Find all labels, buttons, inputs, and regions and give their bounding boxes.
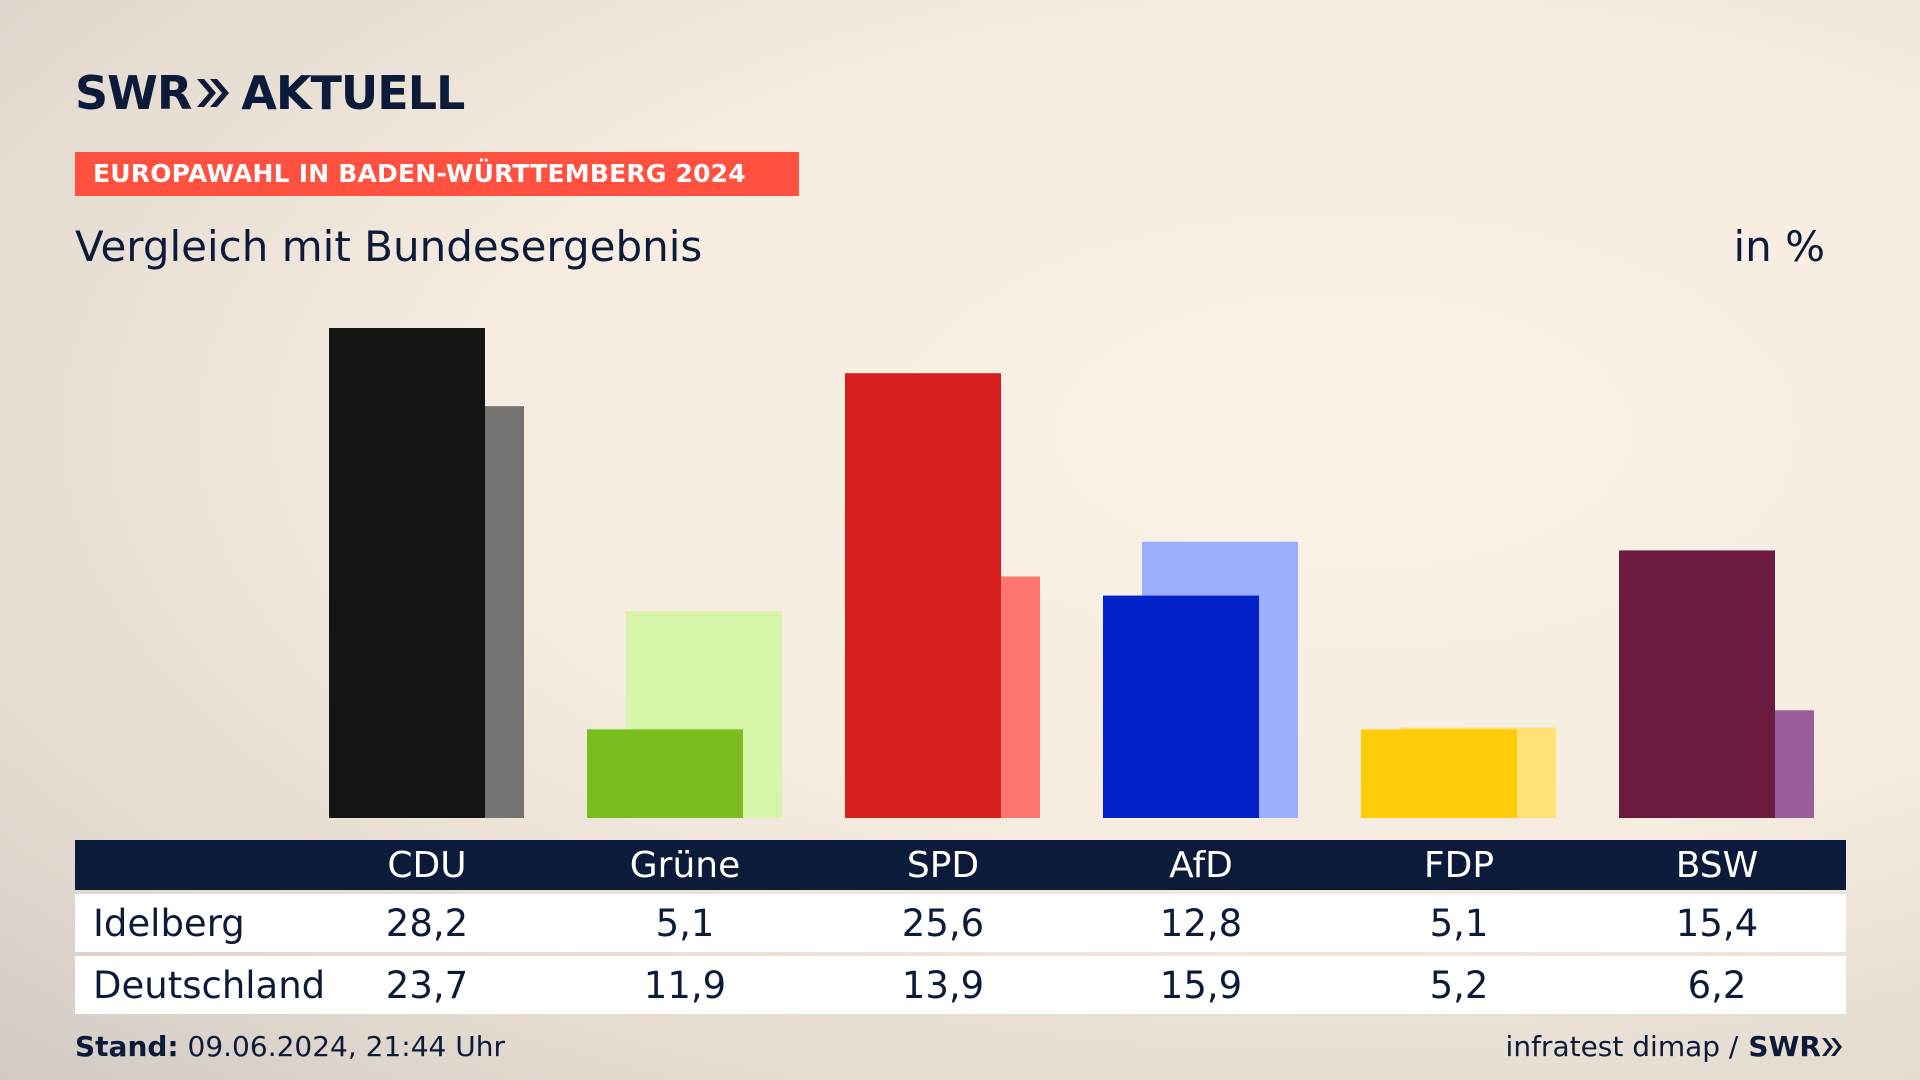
unit-label: in % (1733, 222, 1825, 271)
timestamp: Stand: 09.06.2024, 21:44 Uhr (75, 1030, 505, 1063)
table-header-row: CDU Grüne SPD AfD FDP BSW (75, 840, 1846, 890)
row-label: Deutschland (93, 963, 326, 1007)
cell-value: 11,9 (643, 963, 727, 1007)
bar-idelberg-spd (845, 373, 1001, 818)
swr-small-logo: SWR (1748, 1030, 1845, 1063)
cell-value: 15,4 (1675, 901, 1759, 945)
results-table: CDU Grüne SPD AfD FDP BSW Idelberg 28,2 … (75, 840, 1846, 1014)
cell-value: 5,2 (1429, 963, 1489, 1007)
header-cdu: CDU (387, 844, 467, 886)
source-credit: infratest dimap / SWR (1506, 1030, 1845, 1063)
header-spd: SPD (906, 844, 980, 886)
cell-value: 28,2 (385, 901, 469, 945)
header-fdp: FDP (1423, 844, 1495, 886)
bar-idelberg-cdu (329, 328, 485, 818)
double-chevron-icon (195, 77, 231, 109)
cell-value: 13,9 (901, 963, 985, 1007)
stand-label: Stand: (75, 1030, 179, 1063)
header-afd: AfD (1169, 844, 1233, 886)
logo-swr-text: SWR (75, 66, 192, 120)
double-chevron-icon (1822, 1037, 1842, 1056)
bar-idelberg-bsw (1619, 550, 1775, 818)
cell-value: 23,7 (385, 963, 469, 1007)
stand-value: 09.06.2024, 21:44 Uhr (187, 1030, 505, 1063)
cell-value: 5,1 (655, 901, 715, 945)
election-tag: EUROPAWAHL IN BADEN-WÜRTTEMBERG 2024 (75, 152, 799, 196)
bar-idelberg-fdp (1361, 729, 1517, 818)
logo-aktuell-text: AKTUELL (241, 66, 465, 120)
cell-value: 5,1 (1429, 901, 1489, 945)
swr-small-text: SWR (1748, 1030, 1821, 1063)
cell-value: 25,6 (901, 901, 985, 945)
source-text: infratest dimap / (1505, 1030, 1739, 1063)
header-bsw: BSW (1675, 844, 1759, 886)
bar-idelberg-afd (1103, 595, 1259, 818)
cell-value: 12,8 (1159, 901, 1243, 945)
row-label: Idelberg (93, 901, 245, 945)
swr-aktuell-logo: SWR AKTUELL (75, 66, 465, 120)
chart-subtitle: Vergleich mit Bundesergebnis (75, 222, 703, 271)
bar-chart (329, 328, 1814, 818)
header-gruene: Grüne (629, 844, 741, 886)
cell-value: 6,2 (1687, 963, 1747, 1007)
cell-value: 15,9 (1159, 963, 1243, 1007)
table-row: Idelberg 28,2 5,1 25,6 12,8 5,1 15,4 (75, 894, 1846, 952)
bar-idelberg-gruene (587, 729, 743, 818)
table-row: Deutschland 23,7 11,9 13,9 15,9 5,2 6,2 (75, 956, 1846, 1014)
